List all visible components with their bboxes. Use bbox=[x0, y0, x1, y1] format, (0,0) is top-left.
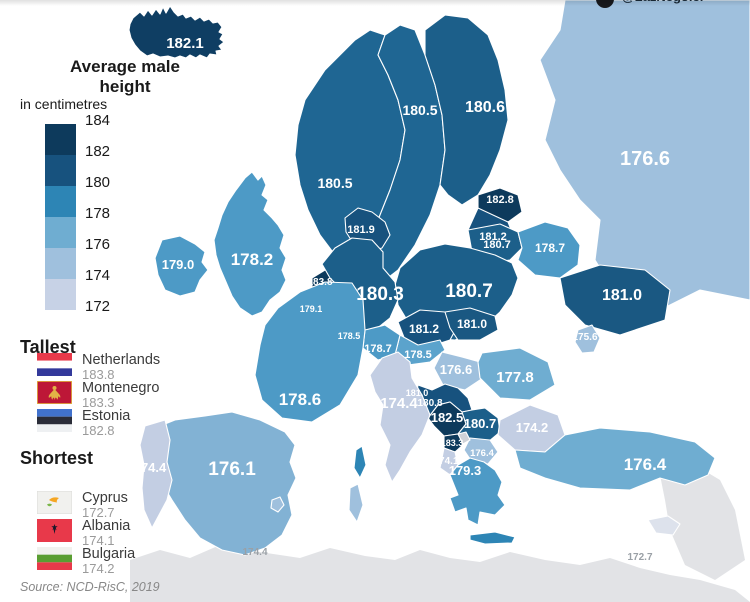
svg-text:180.5: 180.5 bbox=[317, 175, 352, 191]
svg-text:183.3: 183.3 bbox=[441, 438, 464, 448]
svg-text:174.2: 174.2 bbox=[516, 420, 549, 435]
svg-text:178.7: 178.7 bbox=[364, 343, 392, 355]
svg-text:181.0: 181.0 bbox=[457, 317, 487, 331]
svg-text:180.7: 180.7 bbox=[464, 416, 497, 431]
svg-text:181.2: 181.2 bbox=[409, 322, 439, 336]
svg-text:178.5: 178.5 bbox=[404, 349, 432, 361]
svg-text:179.1: 179.1 bbox=[300, 304, 323, 314]
svg-text:180.7: 180.7 bbox=[445, 281, 493, 302]
svg-text:172.7: 172.7 bbox=[627, 552, 652, 563]
svg-text:176.1: 176.1 bbox=[208, 459, 256, 480]
svg-text:180.8: 180.8 bbox=[417, 398, 442, 409]
svg-text:177.8: 177.8 bbox=[496, 369, 534, 386]
svg-text:178.7: 178.7 bbox=[535, 241, 565, 255]
svg-text:182.8: 182.8 bbox=[486, 194, 514, 206]
svg-text:174.4: 174.4 bbox=[242, 547, 267, 558]
svg-text:180.6: 180.6 bbox=[465, 99, 505, 116]
svg-text:180.3: 180.3 bbox=[356, 284, 404, 305]
svg-text:180.5: 180.5 bbox=[402, 102, 437, 118]
svg-text:176.6: 176.6 bbox=[620, 148, 670, 170]
svg-text:179.3: 179.3 bbox=[449, 463, 482, 478]
svg-text:174.4: 174.4 bbox=[134, 460, 167, 475]
svg-text:174.4: 174.4 bbox=[380, 395, 418, 412]
svg-text:181.9: 181.9 bbox=[347, 224, 375, 236]
svg-text:176.6: 176.6 bbox=[440, 362, 473, 377]
svg-text:178.8: 178.8 bbox=[239, 407, 264, 418]
svg-text:182.1: 182.1 bbox=[166, 35, 204, 52]
svg-text:178.2: 178.2 bbox=[231, 250, 274, 269]
svg-text:180.7: 180.7 bbox=[483, 239, 511, 251]
svg-text:178.5: 178.5 bbox=[338, 331, 361, 341]
svg-text:175.6: 175.6 bbox=[572, 332, 597, 343]
svg-text:183.8: 183.8 bbox=[307, 277, 332, 288]
svg-text:176.4: 176.4 bbox=[624, 455, 667, 474]
svg-text:178.6: 178.6 bbox=[279, 390, 322, 409]
svg-text:182.5: 182.5 bbox=[431, 410, 464, 425]
svg-text:181.0: 181.0 bbox=[602, 287, 642, 304]
svg-text:176.4: 176.4 bbox=[470, 448, 494, 459]
svg-text:179.0: 179.0 bbox=[162, 257, 195, 272]
